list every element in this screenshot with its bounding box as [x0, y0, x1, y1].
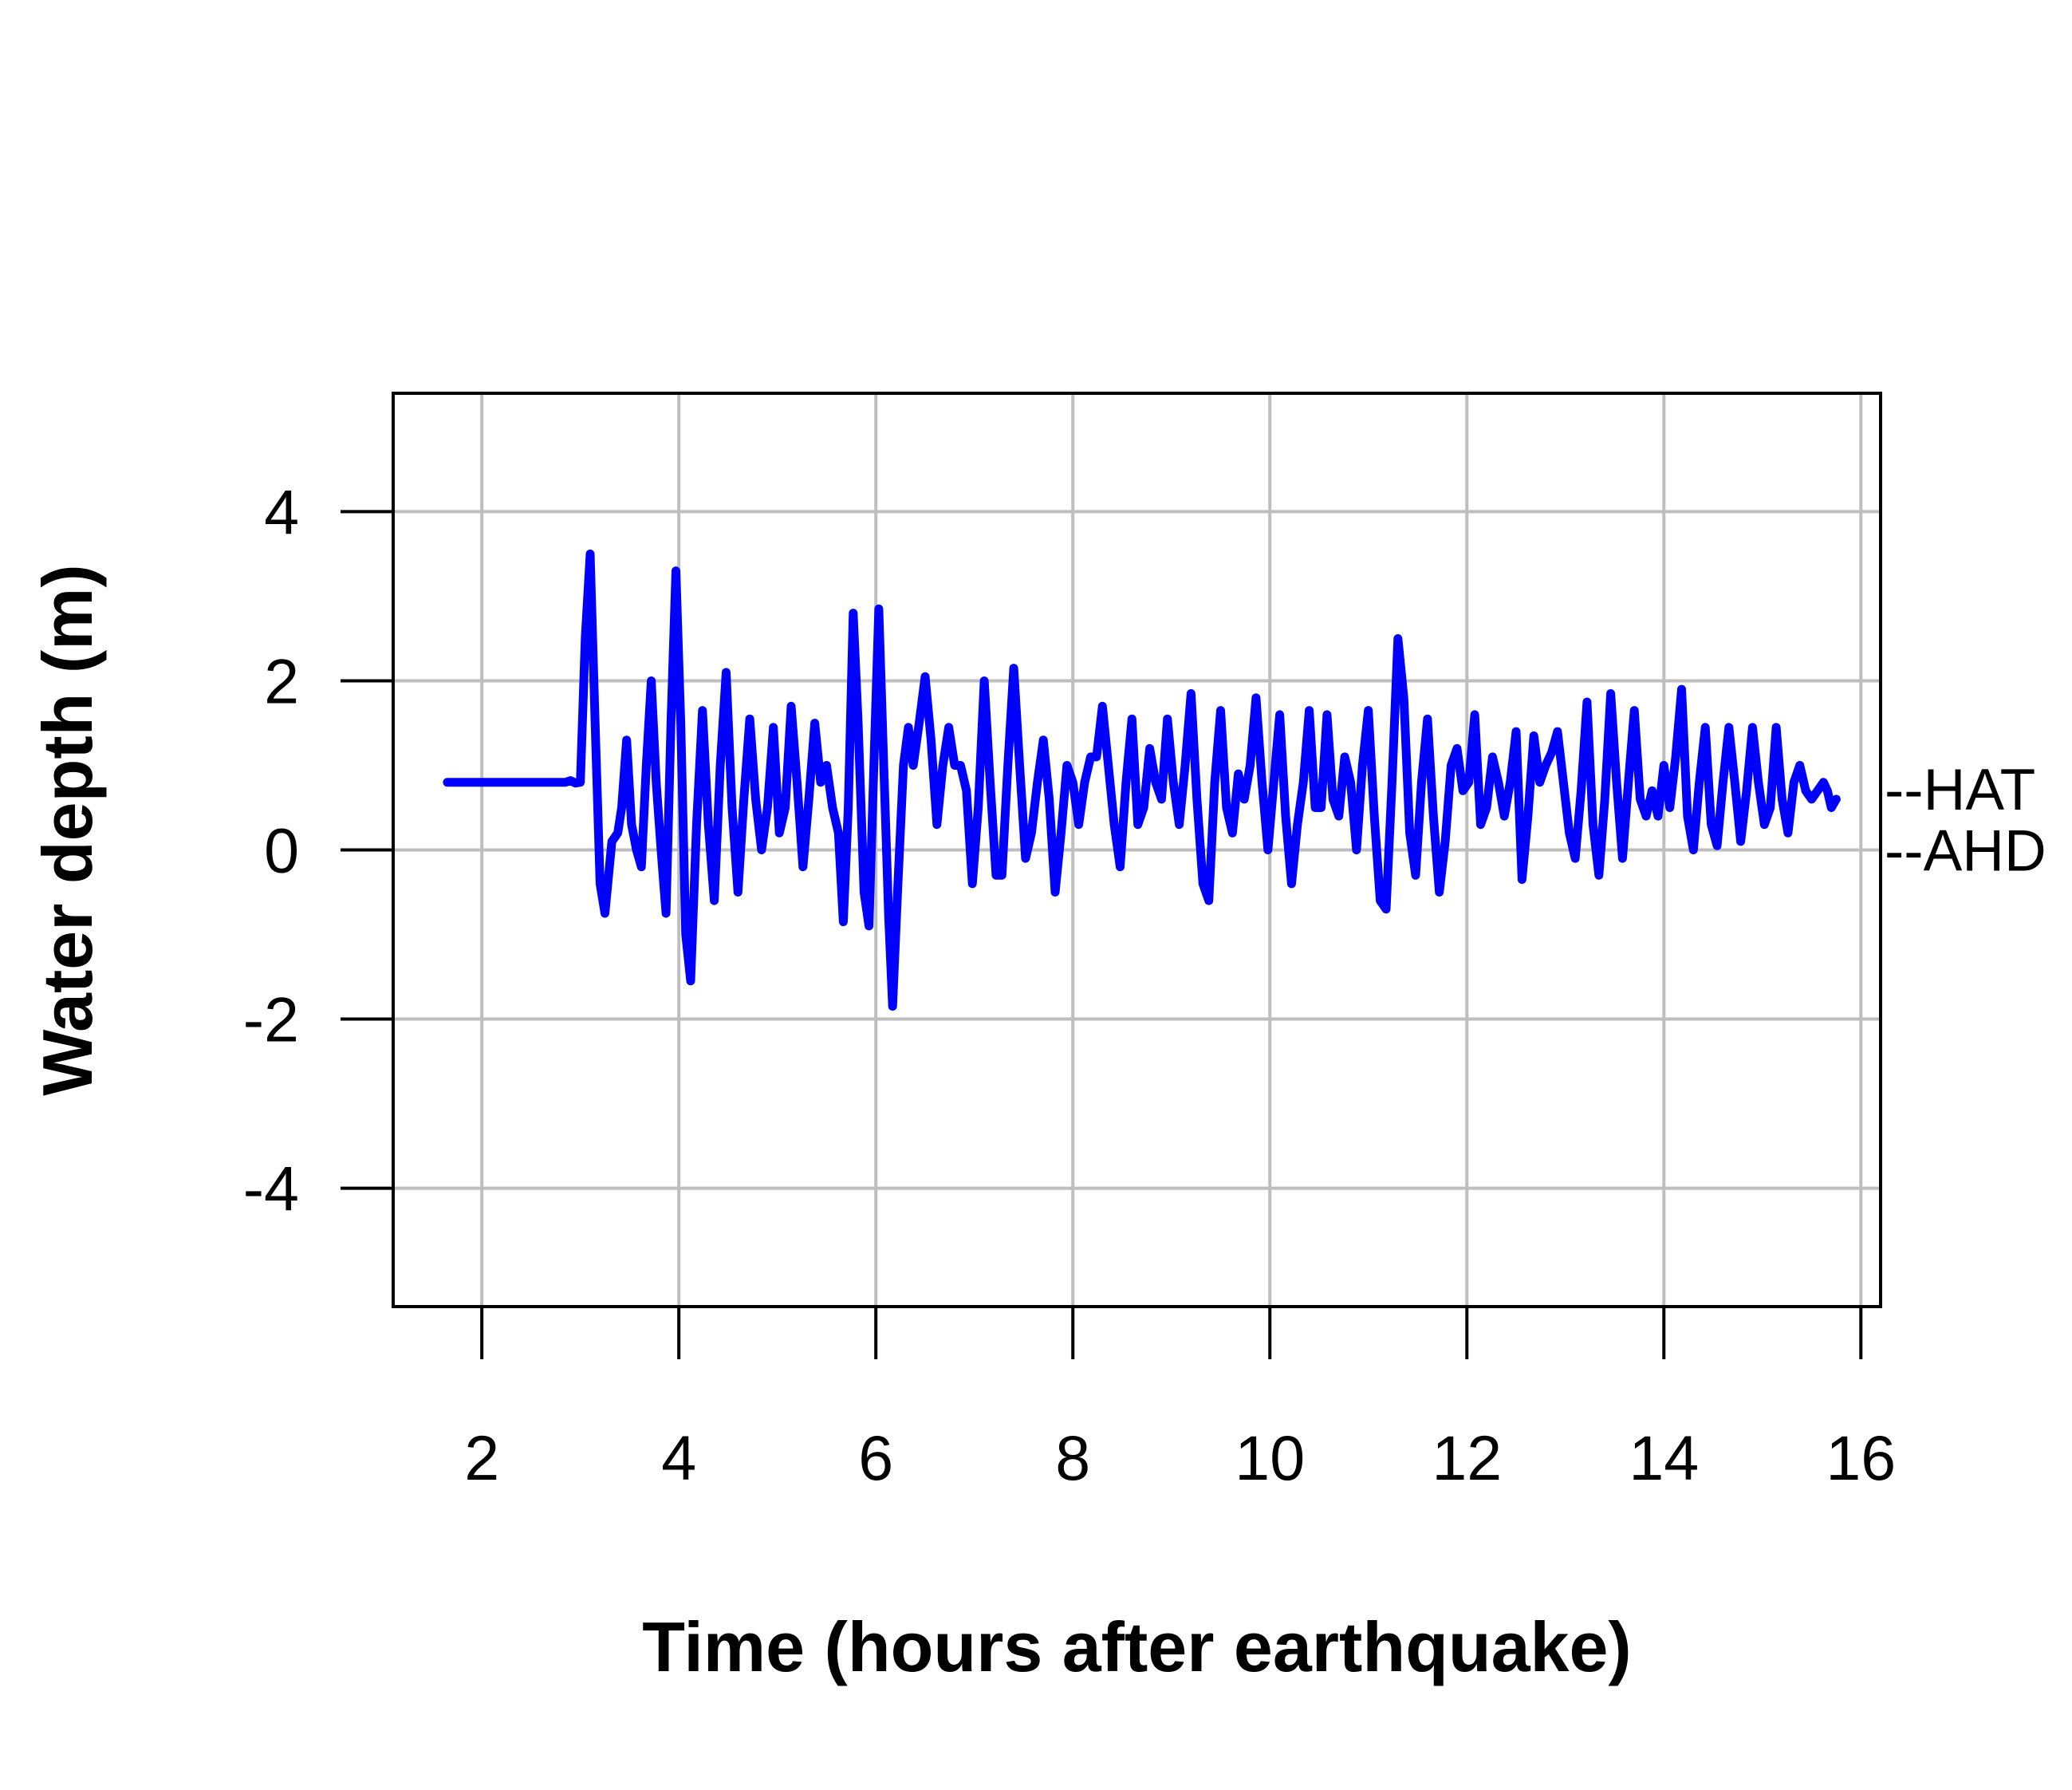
x-tick-label: 10: [1235, 1422, 1305, 1493]
y-tick-label: 4: [264, 476, 299, 547]
y-axis-title: Water depth (m): [28, 564, 107, 1096]
y-axis: -4 -2 0 2 4: [243, 476, 393, 1224]
series-line-1: [443, 549, 1841, 1011]
y-tick-label: 2: [264, 645, 299, 716]
y-tick-label: 0: [264, 815, 299, 886]
x-tick-label: 6: [858, 1422, 893, 1493]
x-tick-label: 16: [1826, 1422, 1896, 1493]
y-tick-label: -2: [243, 984, 299, 1055]
x-tick-label: 12: [1432, 1422, 1502, 1493]
x-axis: 2 4 6 8 10 12 14 16: [464, 1305, 1896, 1493]
x-tick-label: 4: [661, 1422, 696, 1493]
x-tick-label: 2: [464, 1422, 499, 1493]
y-tick-label: -4: [243, 1153, 299, 1224]
x-tick-label: 8: [1055, 1422, 1090, 1493]
reference-labels: --HAT--AHD: [1885, 758, 2046, 883]
series-layer: [443, 549, 1841, 1011]
x-axis-title: Time (hours after earthquake): [642, 1607, 1631, 1686]
ref-label-hat: --HAT: [1885, 758, 2035, 822]
x-tick-label: 14: [1629, 1422, 1699, 1493]
grid-lines: [393, 393, 1881, 1307]
ref-label-ahd: --AHD: [1885, 819, 2046, 884]
